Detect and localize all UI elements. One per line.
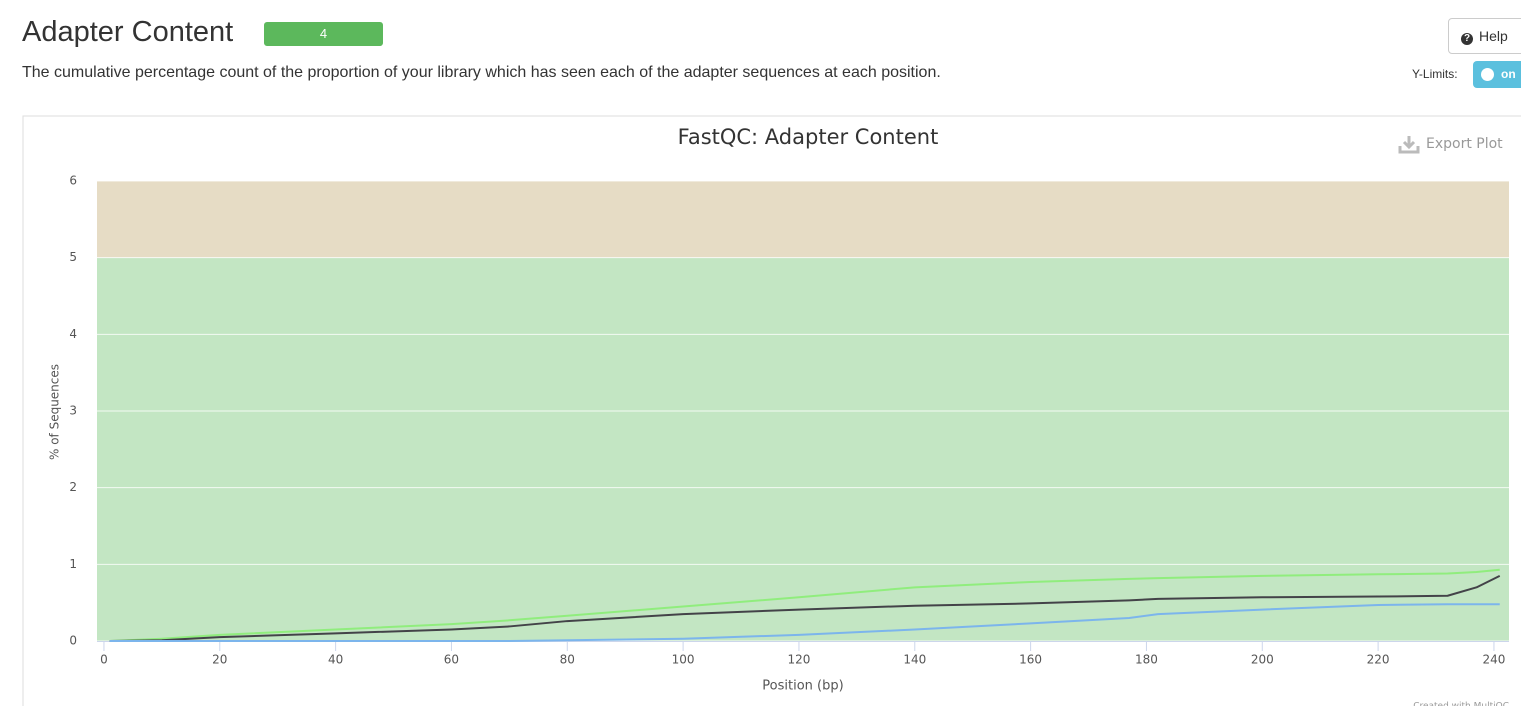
y-tick-label: 0 (69, 634, 77, 648)
x-tick-label: 80 (560, 653, 575, 667)
export-label[interactable]: Export Plot (1426, 136, 1503, 152)
x-tick-label: 0 (100, 653, 108, 667)
help-icon: ? (1461, 33, 1473, 45)
x-tick-label: 100 (672, 653, 695, 667)
x-tick-label: 20 (212, 653, 227, 667)
toggle-label: on (1501, 67, 1516, 81)
plot-band (97, 181, 1509, 258)
series-line (109, 568, 1500, 642)
x-tick-label: 240 (1482, 653, 1505, 667)
export-button[interactable]: Export Plot (1398, 136, 1503, 154)
help-button[interactable]: ? Help (1448, 18, 1521, 54)
chart-title: FastQC: Adapter Content (678, 125, 939, 149)
section-title: Adapter Content (22, 16, 234, 48)
series-line (109, 574, 1501, 642)
y-tick-label: 3 (69, 404, 77, 418)
x-tick-label: 40 (328, 653, 343, 667)
plot-band (97, 257, 1509, 641)
y-tick-label: 1 (69, 557, 77, 571)
ylimits-label: Y-Limits: (1412, 67, 1458, 81)
x-axis-label: Position (bp) (762, 679, 843, 694)
status-badge: 4 (264, 22, 383, 46)
y-tick-label: 5 (69, 250, 77, 264)
x-tick-label: 140 (903, 653, 926, 667)
x-tick-label: 160 (1019, 653, 1042, 667)
x-tick-label: 60 (444, 653, 459, 667)
x-tick-label: 200 (1251, 653, 1274, 667)
credit: Created with MultiQC (1413, 702, 1509, 706)
x-tick-label: 120 (787, 653, 810, 667)
description: The cumulative percentage count of the p… (22, 64, 941, 81)
y-tick-label: 4 (69, 327, 77, 341)
y-tick-label: 2 (69, 480, 77, 494)
series-line (109, 603, 1500, 642)
toggle-knob (1481, 68, 1494, 81)
x-tick-label: 220 (1367, 653, 1390, 667)
x-tick-label: 180 (1135, 653, 1158, 667)
ylimits-toggle[interactable]: on (1473, 61, 1521, 88)
y-tick-label: 6 (69, 174, 77, 188)
export-icon (1398, 136, 1420, 154)
y-axis-label: % of Sequences (48, 364, 62, 460)
help-label: Help (1479, 28, 1508, 44)
